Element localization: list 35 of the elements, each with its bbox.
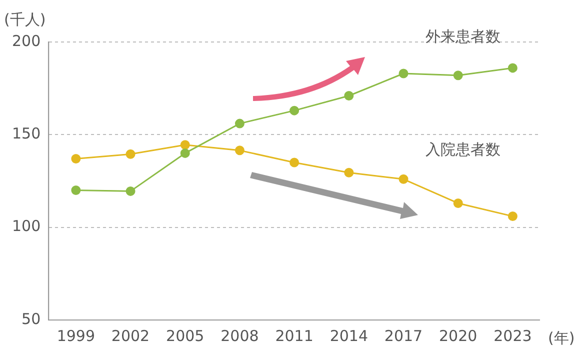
x-tick-label: 2014 [330,326,368,345]
point [180,148,190,158]
point [234,118,244,128]
point [344,90,354,100]
point [180,140,190,150]
point [453,198,463,208]
point [126,186,136,196]
point [398,68,408,78]
point [290,158,300,168]
point [398,174,408,184]
point [453,70,463,80]
y-tick-label: 200 [12,32,41,50]
x-tick-label: 2020 [439,326,478,345]
series-label: 入院患者数 [426,140,501,158]
point [234,146,244,156]
point [344,168,354,178]
point [508,63,518,73]
y-tick-label: 150 [12,124,41,143]
x-tick-label: 1999 [56,326,96,345]
x-tick-label: 2002 [111,326,150,345]
series-label: 外来患者数 [426,28,501,46]
point [71,186,81,196]
x-tick-label: 2011 [275,326,314,345]
x-tick-label: 2008 [220,326,259,345]
y-axis-title: (千人) [4,10,46,28]
x-tick-label: 2023 [494,326,532,345]
x-tick-label: 2017 [384,326,423,345]
x-tick-label: 2005 [166,326,204,345]
point [290,106,300,116]
point [71,154,81,164]
point [508,211,518,221]
x-axis-title: (年) [548,328,575,347]
y-tick-label: 100 [12,217,41,236]
point [126,149,136,159]
y-tick-label: 50 [22,310,41,328]
